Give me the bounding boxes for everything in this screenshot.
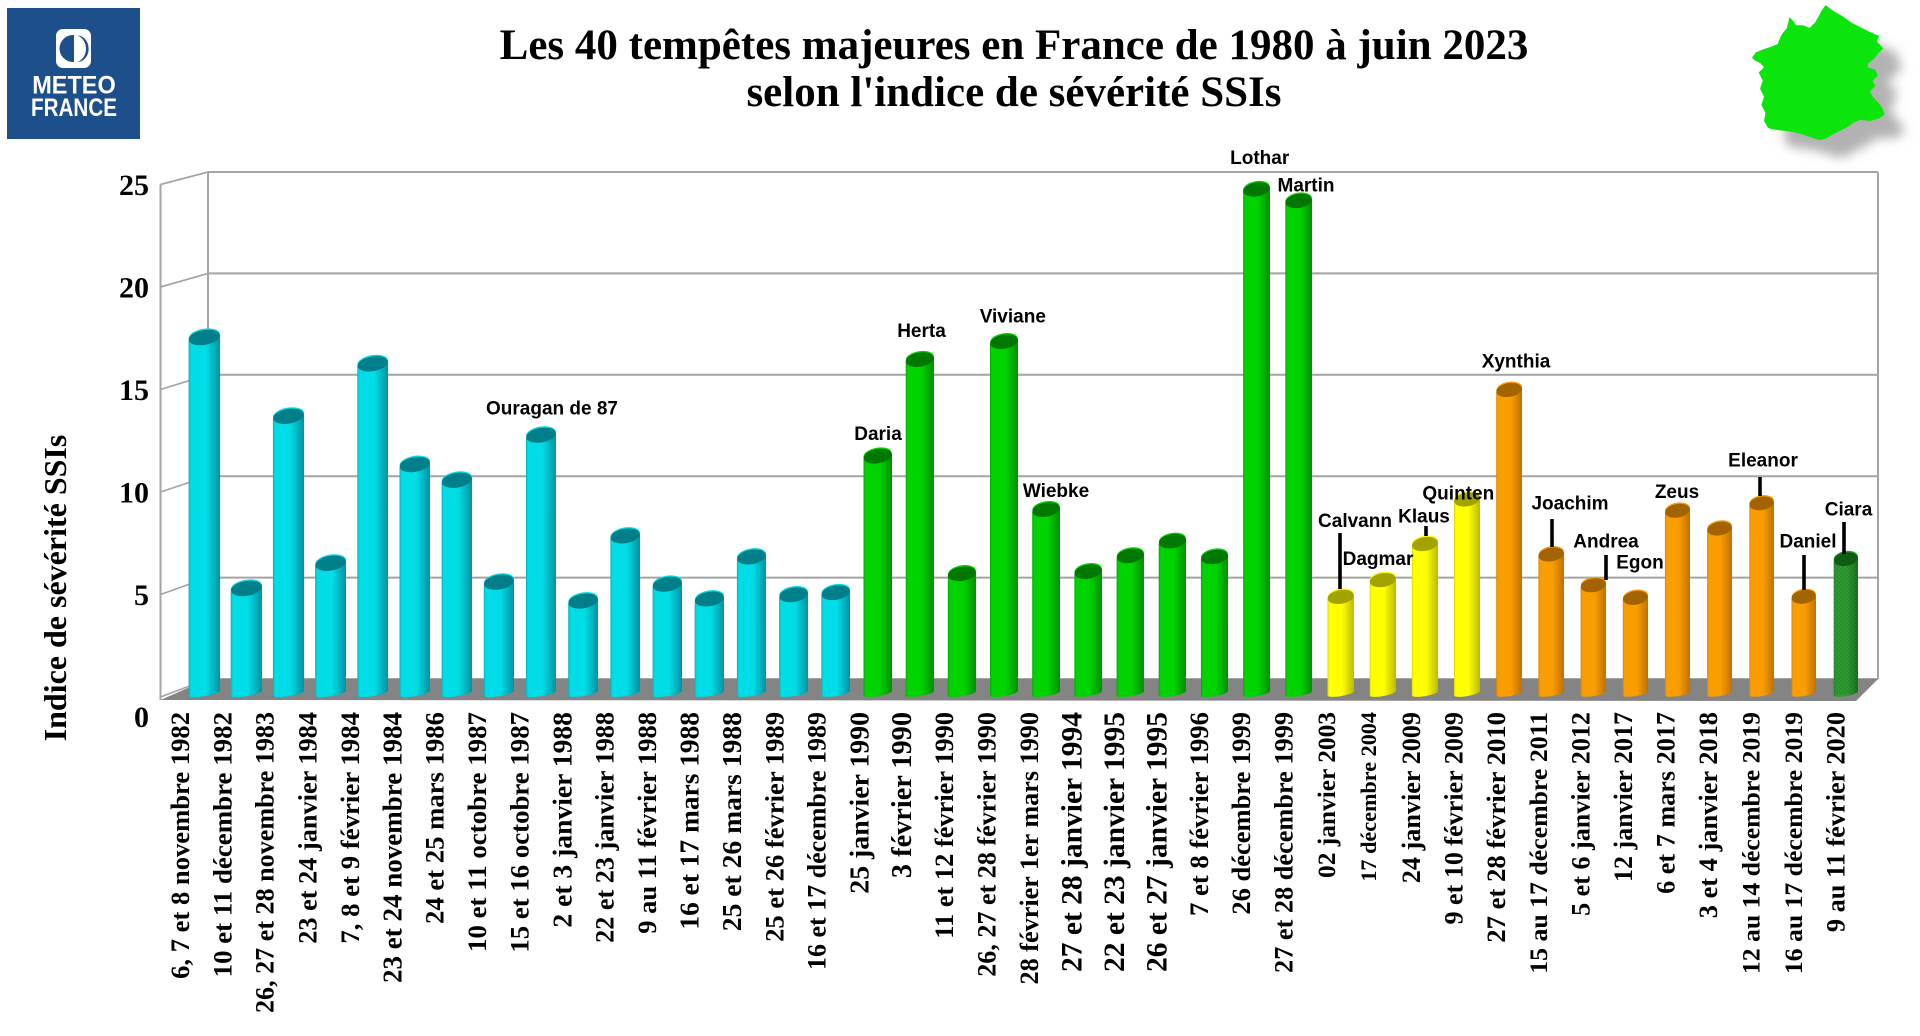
svg-text:9 au 11 février 1988: 9 au 11 février 1988 bbox=[632, 712, 662, 934]
svg-text:02 janvier 2003: 02 janvier 2003 bbox=[1313, 712, 1341, 878]
svg-text:Quinten: Quinten bbox=[1422, 484, 1494, 505]
svg-text:6, 7 et 8 novembre 1982: 6, 7 et 8 novembre 1982 bbox=[165, 712, 195, 979]
svg-text:7 et 8 février 1996: 7 et 8 février 1996 bbox=[1184, 712, 1214, 916]
svg-text:28 février 1er mars 1990: 28 février 1er mars 1990 bbox=[1015, 712, 1044, 984]
svg-text:27 et 28 janvier 1994: 27 et 28 janvier 1994 bbox=[1056, 712, 1088, 972]
svg-text:Indice de sévérité SSIs: Indice de sévérité SSIs bbox=[37, 435, 73, 742]
svg-text:Ciara: Ciara bbox=[1825, 500, 1873, 521]
svg-text:25 et 26 mars 1988: 25 et 26 mars 1988 bbox=[716, 712, 747, 931]
svg-text:Ouragan de 87: Ouragan de 87 bbox=[486, 399, 618, 420]
svg-text:25: 25 bbox=[119, 169, 149, 202]
svg-text:Daria: Daria bbox=[854, 424, 902, 445]
svg-text:12 janvier 2017: 12 janvier 2017 bbox=[1609, 712, 1638, 882]
svg-text:Martin: Martin bbox=[1278, 176, 1335, 197]
svg-text:METEO: METEO bbox=[32, 72, 116, 100]
svg-text:Dagmar: Dagmar bbox=[1343, 549, 1414, 570]
svg-text:2 et 3 janvier 1988: 2 et 3 janvier 1988 bbox=[546, 712, 577, 928]
svg-text:Viviane: Viviane bbox=[980, 307, 1046, 328]
svg-text:9 et 10 février 2009: 9 et 10 février 2009 bbox=[1439, 712, 1468, 925]
svg-text:26 décembre 1999: 26 décembre 1999 bbox=[1226, 712, 1256, 915]
svg-text:25 janvier 1990: 25 janvier 1990 bbox=[845, 712, 876, 894]
svg-text:Wiebke: Wiebke bbox=[1023, 481, 1089, 502]
svg-text:3 et 4 janvier 2018: 3 et 4 janvier 2018 bbox=[1693, 712, 1723, 918]
svg-text:Xynthia: Xynthia bbox=[1482, 352, 1551, 373]
svg-text:9 au 11 février 2020: 9 au 11 février 2020 bbox=[1821, 712, 1850, 932]
svg-text:15 au 17 décembre 2011: 15 au 17 décembre 2011 bbox=[1524, 712, 1553, 974]
svg-text:23 et 24 novembre 1984: 23 et 24 novembre 1984 bbox=[377, 712, 407, 983]
svg-text:15 et 16 octobre 1987: 15 et 16 octobre 1987 bbox=[505, 712, 535, 953]
svg-text:5 et 6 janvier 2012: 5 et 6 janvier 2012 bbox=[1567, 712, 1596, 916]
svg-text:16 et 17 décembre 1989: 16 et 17 décembre 1989 bbox=[803, 712, 832, 970]
svg-text:16 et 17 mars 1988: 16 et 17 mars 1988 bbox=[675, 712, 705, 930]
svg-text:Joachim: Joachim bbox=[1531, 494, 1608, 515]
svg-text:Zeus: Zeus bbox=[1655, 482, 1699, 503]
svg-text:27 et 28 février 2010: 27 et 28 février 2010 bbox=[1481, 712, 1511, 943]
svg-text:Calvann: Calvann bbox=[1318, 511, 1392, 532]
svg-text:10 et 11 décembre 1982: 10 et 11 décembre 1982 bbox=[208, 712, 238, 977]
svg-text:Andrea: Andrea bbox=[1573, 532, 1639, 553]
svg-text:22 et 23 janvier 1995: 22 et 23 janvier 1995 bbox=[1099, 712, 1131, 972]
svg-text:12 au 14 décembre 2019: 12 au 14 décembre 2019 bbox=[1736, 712, 1765, 974]
svg-text:Egon: Egon bbox=[1616, 553, 1664, 574]
svg-text:10 et 11 octobre 1987: 10 et 11 octobre 1987 bbox=[462, 712, 492, 952]
svg-text:25 et 26 février 1989: 25 et 26 février 1989 bbox=[759, 712, 789, 942]
svg-text:26, 27 et 28 novembre 1983: 26, 27 et 28 novembre 1983 bbox=[251, 712, 280, 1013]
svg-text:24 et 25 mars 1986: 24 et 25 mars 1986 bbox=[420, 712, 450, 924]
svg-text:Eleanor: Eleanor bbox=[1728, 451, 1798, 472]
svg-text:22 et 23 janvier 1988: 22 et 23 janvier 1988 bbox=[590, 712, 619, 943]
svg-text:20: 20 bbox=[119, 272, 149, 305]
svg-text:6 et 7 mars 2017: 6 et 7 mars 2017 bbox=[1652, 712, 1681, 894]
svg-text:10: 10 bbox=[119, 477, 149, 510]
svg-text:Lothar: Lothar bbox=[1230, 148, 1290, 169]
svg-text:16 au 17 décembre 2019: 16 au 17 décembre 2019 bbox=[1779, 712, 1808, 974]
svg-text:Klaus: Klaus bbox=[1398, 507, 1450, 528]
svg-text:26 et 27 janvier 1995: 26 et 27 janvier 1995 bbox=[1141, 712, 1173, 972]
svg-text:24 janvier 2009: 24 janvier 2009 bbox=[1397, 712, 1426, 883]
svg-text:Daniel: Daniel bbox=[1779, 532, 1836, 553]
svg-text:FRANCE: FRANCE bbox=[31, 94, 117, 122]
svg-text:0: 0 bbox=[134, 701, 149, 734]
svg-text:11 et 12 février 1990: 11 et 12 février 1990 bbox=[929, 712, 959, 939]
svg-text:17 décembre 2004: 17 décembre 2004 bbox=[1356, 712, 1381, 882]
svg-text:26, 27 et 28 février 1990: 26, 27 et 28 février 1990 bbox=[972, 712, 1001, 977]
svg-text:Herta: Herta bbox=[897, 321, 946, 342]
svg-text:7, 8 et 9 février 1984: 7, 8 et 9 février 1984 bbox=[335, 712, 365, 944]
svg-text:3 février 1990: 3 février 1990 bbox=[887, 712, 918, 878]
svg-text:23 et 24 janvier 1984: 23 et 24 janvier 1984 bbox=[293, 712, 322, 944]
svg-text:27 et 28 décembre 1999: 27 et 28 décembre 1999 bbox=[1270, 712, 1299, 973]
svg-text:5: 5 bbox=[134, 579, 149, 612]
svg-text:15: 15 bbox=[119, 374, 149, 407]
